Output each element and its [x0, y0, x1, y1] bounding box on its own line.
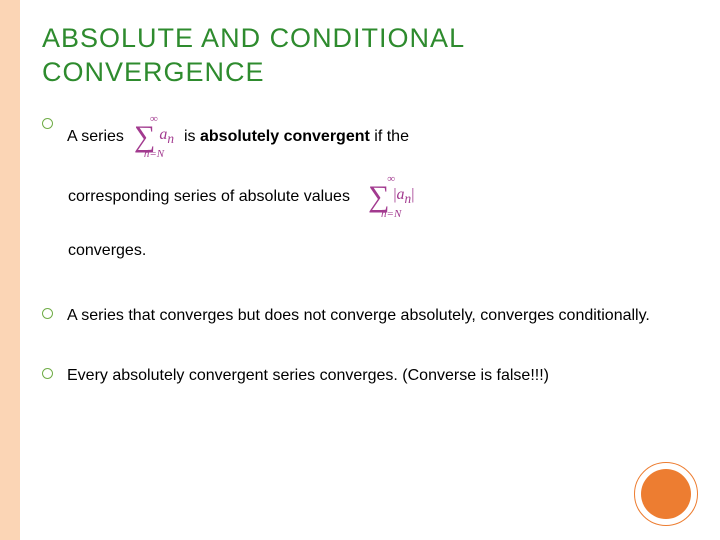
slide-content: ABSOLUTE AND CONDITIONAL CONVERGENCE A s… [42, 22, 682, 396]
bullet-2-body: A series that converges but does not con… [67, 304, 682, 328]
left-accent-bar [0, 0, 20, 540]
sigma-term: an [159, 127, 174, 146]
bullet-marker-icon [42, 308, 53, 319]
bullet-3: Every absolutely convergent series conve… [42, 364, 682, 388]
sigma-an-icon: ∞ ∑ an n=N [134, 114, 174, 160]
sigma-abs-an-icon: ∞ ∑ |an| n=N [368, 174, 414, 220]
sigma-term2: |an| [393, 187, 414, 206]
sigma-bot2: n=N [381, 209, 401, 220]
bullet-1-body: A series ∞ ∑ an n=N is absolutely conver… [67, 114, 682, 160]
sigma-symbol2: ∑ [368, 185, 389, 209]
bullet-marker-icon [42, 368, 53, 379]
bullet-1: A series ∞ ∑ an n=N is absolutely conver… [42, 114, 682, 160]
bullet-2: A series that converges but does not con… [42, 304, 682, 328]
bullet-1-bold: absolutely convergent [200, 125, 370, 149]
decorative-circle-icon [634, 462, 698, 526]
sigma-symbol: ∑ [134, 125, 155, 149]
abs-close: | [411, 186, 414, 203]
sigma-a2: a [397, 186, 405, 203]
slide-title: ABSOLUTE AND CONDITIONAL CONVERGENCE [42, 22, 682, 90]
bullet-1-post: if the [374, 125, 409, 149]
bullet-3-body: Every absolutely convergent series conve… [67, 364, 682, 388]
bullet-1-mid: is [184, 125, 196, 149]
bullet-1-line2: corresponding series of absolute values … [68, 174, 682, 220]
bullet-1-pre: A series [67, 125, 124, 149]
sigma-mid: ∑ an [134, 125, 174, 149]
bullet-1-line2-text: corresponding series of absolute values [68, 188, 350, 206]
sigma-sub: n [167, 131, 174, 146]
sigma-bot: n=N [144, 149, 164, 160]
spacer [42, 336, 682, 364]
bullet-marker-icon [42, 118, 53, 129]
bullet-1-line3: converges. [68, 242, 682, 260]
spacer [42, 260, 682, 304]
circle-inner [641, 469, 691, 519]
sigma-mid2: ∑ |an| [368, 185, 414, 209]
